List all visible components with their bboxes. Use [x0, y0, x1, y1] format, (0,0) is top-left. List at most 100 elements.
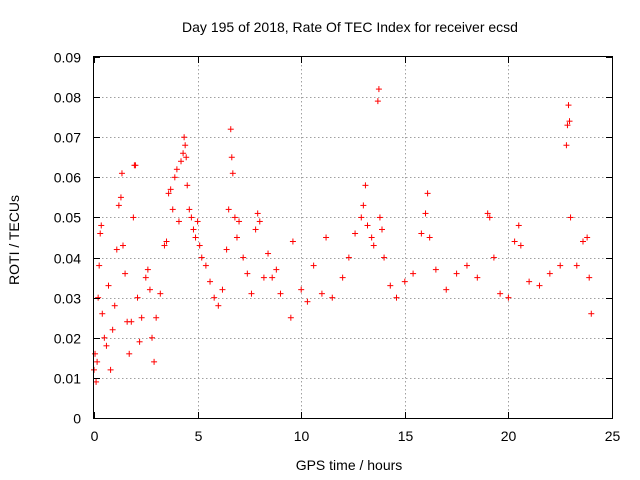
data-point	[151, 358, 158, 365]
data-point	[505, 294, 512, 301]
data-point	[169, 206, 176, 213]
x-tick-label: 20	[501, 428, 517, 444]
y-tick-label: 0.08	[54, 90, 81, 106]
data-point	[219, 286, 226, 293]
data-point	[265, 250, 272, 257]
data-point	[360, 202, 367, 209]
data-point	[424, 190, 431, 197]
data-point	[588, 310, 595, 317]
data-point	[375, 86, 382, 93]
data-point	[339, 274, 346, 281]
data-point	[225, 206, 232, 213]
data-point	[109, 326, 116, 333]
data-point	[486, 214, 493, 221]
data-point	[497, 290, 504, 297]
data-point	[484, 210, 491, 217]
data-point	[565, 102, 572, 109]
data-point	[134, 294, 141, 301]
grid-lines	[94, 57, 612, 418]
data-point	[111, 302, 118, 309]
data-point	[252, 226, 259, 233]
x-tick-label: 10	[294, 428, 310, 444]
data-point	[401, 278, 408, 285]
data-point	[269, 274, 276, 281]
data-point	[352, 230, 359, 237]
y-tick-label: 0.06	[54, 170, 81, 186]
y-tick-label: 0.09	[54, 50, 81, 66]
data-point	[136, 338, 143, 345]
data-point	[103, 342, 110, 349]
data-point	[393, 294, 400, 301]
data-point	[370, 242, 377, 249]
data-point	[107, 366, 114, 373]
data-point	[175, 218, 182, 225]
data-point	[474, 274, 481, 281]
data-point	[557, 262, 564, 269]
x-tick-label: 15	[398, 428, 414, 444]
data-point	[194, 218, 201, 225]
data-points	[91, 86, 595, 385]
data-point	[244, 270, 251, 277]
data-point	[566, 118, 573, 125]
data-point	[567, 214, 574, 221]
data-point	[463, 262, 470, 269]
data-point	[418, 230, 425, 237]
data-point	[93, 378, 100, 385]
data-point	[190, 226, 197, 233]
y-axis-label: ROTI / TECUs	[6, 195, 22, 285]
data-point	[287, 314, 294, 321]
data-point	[92, 350, 99, 357]
data-point	[379, 226, 386, 233]
data-point	[362, 182, 369, 189]
data-point	[376, 214, 383, 221]
data-point	[122, 270, 129, 277]
data-point	[113, 246, 120, 253]
data-point	[120, 242, 127, 249]
data-point	[96, 262, 103, 269]
data-point	[173, 166, 180, 173]
data-point	[236, 218, 243, 225]
data-point	[215, 302, 222, 309]
data-point	[277, 290, 284, 297]
data-point	[97, 230, 104, 237]
data-point	[304, 298, 311, 305]
data-point	[182, 142, 189, 149]
data-point	[289, 238, 296, 245]
data-point	[240, 254, 247, 261]
data-point	[181, 134, 188, 141]
data-point	[517, 242, 524, 249]
data-point	[329, 294, 336, 301]
data-point	[186, 206, 193, 213]
data-point	[132, 162, 139, 169]
chart-title: Day 195 of 2018, Rate Of TEC Index for r…	[182, 19, 518, 35]
data-point	[298, 286, 305, 293]
data-point	[126, 350, 133, 357]
data-point	[98, 222, 105, 229]
x-tick-label: 5	[195, 428, 203, 444]
data-point	[223, 246, 230, 253]
plot-frame	[93, 56, 613, 419]
data-point	[358, 214, 365, 221]
data-point	[273, 266, 280, 273]
data-point	[368, 234, 375, 241]
data-point	[153, 314, 160, 321]
data-point	[118, 170, 125, 177]
data-point	[149, 334, 156, 341]
data-point	[546, 270, 553, 277]
data-point	[161, 242, 168, 249]
data-point	[171, 174, 178, 181]
data-point	[490, 254, 497, 261]
y-tick-label: 0.01	[54, 371, 81, 387]
data-point	[128, 318, 135, 325]
data-point	[254, 210, 261, 217]
data-point	[138, 314, 145, 321]
data-point	[207, 278, 214, 285]
data-point	[536, 282, 543, 289]
data-point	[410, 270, 417, 277]
y-tick-label: 0.02	[54, 331, 81, 347]
data-point	[198, 254, 205, 261]
data-point	[196, 242, 203, 249]
data-point	[227, 126, 234, 133]
data-point	[256, 218, 263, 225]
